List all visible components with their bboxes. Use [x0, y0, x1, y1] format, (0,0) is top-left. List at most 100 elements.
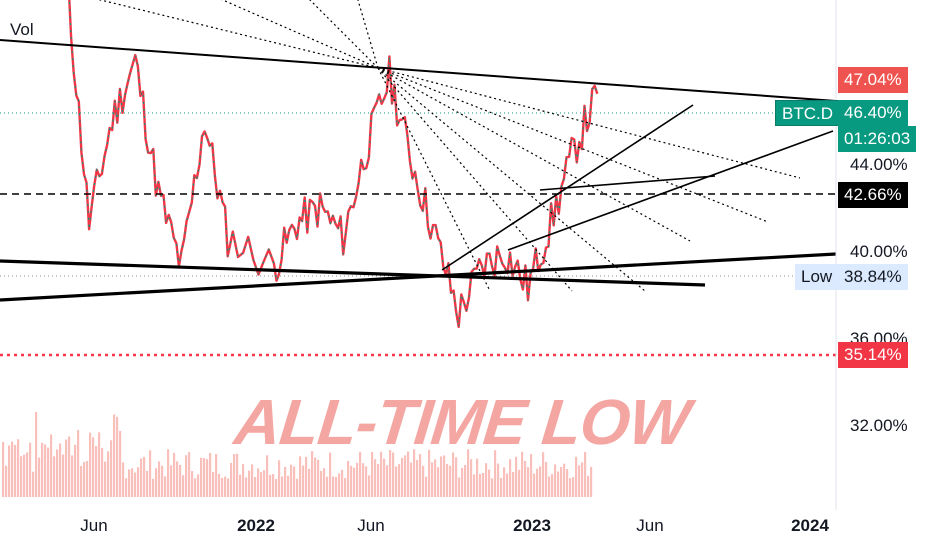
volume-bar — [158, 461, 161, 497]
volume-bar — [287, 475, 290, 497]
volume-bar — [251, 464, 254, 497]
volume-bar — [284, 466, 287, 497]
bar-countdown-badge: 01:26:03 — [838, 126, 917, 152]
volume-bar — [44, 444, 47, 497]
volume-bar — [230, 462, 233, 497]
volume-bar — [197, 474, 200, 497]
volume-bar — [320, 470, 323, 497]
volume-bar — [86, 461, 89, 497]
volume-bar — [446, 463, 449, 497]
x-tick-label: 2022 — [237, 516, 275, 535]
volume-bar — [5, 465, 8, 497]
lower-trendline-ascending — [0, 252, 837, 302]
volume-bar — [194, 478, 197, 497]
volume-bar — [410, 462, 413, 497]
volume-bar — [140, 458, 143, 497]
volume-bar — [353, 467, 356, 497]
volume-bar — [80, 465, 83, 497]
volume-bar — [497, 463, 500, 497]
volume-bar — [569, 478, 572, 497]
fan-line — [377, 67, 573, 292]
volume-bar — [215, 454, 218, 497]
volume-bar — [317, 459, 320, 497]
volume-bar — [308, 468, 311, 497]
volume-bar — [521, 451, 524, 497]
volume-bar — [557, 471, 560, 497]
volume-bar — [167, 449, 170, 497]
fan-line — [98, 0, 379, 69]
volume-bar — [377, 464, 380, 497]
volume-bar — [380, 451, 383, 497]
volume-bar — [578, 465, 581, 497]
volume-bar — [413, 449, 416, 497]
volume-bar — [281, 476, 284, 497]
volume-bar — [398, 464, 401, 497]
volume-bar — [434, 459, 437, 497]
volume-bar — [341, 469, 344, 497]
volume-bar — [242, 464, 245, 497]
volume-bar — [587, 475, 590, 497]
volume-bar — [164, 476, 167, 497]
volume-bar — [554, 464, 557, 497]
channel-line-2 — [507, 130, 834, 251]
volume-bar — [572, 477, 575, 497]
volume-bar — [314, 457, 317, 497]
volume-bar — [203, 458, 206, 497]
volume-bar — [536, 468, 539, 497]
volume-bar — [374, 459, 377, 497]
volume-bar — [104, 461, 107, 497]
volume-bar — [407, 451, 410, 497]
volume-bar — [272, 474, 275, 497]
volume-bar — [512, 472, 515, 497]
volume-bar — [449, 465, 452, 497]
y-tick-label: 32.00% — [850, 416, 908, 435]
volume-bar — [29, 442, 32, 497]
x-tick-label: Jun — [636, 516, 663, 535]
volume-bar — [548, 476, 551, 497]
volume-bar — [155, 468, 158, 497]
volume-bar — [581, 462, 584, 497]
volume-bar — [473, 474, 476, 497]
volume-bar — [131, 468, 134, 497]
volume-bar — [518, 469, 521, 497]
volume-bar — [224, 476, 227, 497]
volume-bar — [212, 472, 215, 497]
fan-line — [309, 0, 379, 69]
volume-bar — [404, 455, 407, 497]
volume-bar — [8, 445, 11, 497]
volume-bar — [182, 475, 185, 497]
volume-bar — [371, 452, 374, 497]
volume-bar — [359, 451, 362, 497]
volume-bar — [392, 452, 395, 497]
volume-bar — [107, 451, 110, 497]
volume-bar — [122, 462, 125, 497]
volume-bar — [428, 449, 431, 497]
fan-line — [377, 67, 491, 292]
volume-bar — [566, 469, 569, 497]
volume-bar — [218, 473, 221, 497]
volume-bar — [200, 457, 203, 497]
volume-bar — [539, 466, 542, 497]
volume-bar — [278, 460, 281, 497]
volume-bar — [323, 468, 326, 497]
volume-bar — [68, 436, 71, 497]
symbol-badge[interactable]: BTC.D — [775, 100, 840, 126]
volume-bar — [509, 459, 512, 497]
volume-bar — [515, 456, 518, 497]
volume-bar — [152, 478, 155, 497]
volume-bar — [179, 464, 182, 497]
volume-bar — [590, 466, 593, 497]
fan-line — [377, 67, 691, 242]
volume-bar — [440, 456, 443, 497]
volume-bar — [293, 466, 296, 497]
volume-bar — [476, 458, 479, 497]
volume-bar — [350, 465, 353, 497]
volume-bar — [365, 466, 368, 497]
volume-bar — [488, 469, 491, 497]
volume-bar — [368, 475, 371, 497]
volume-bar — [59, 443, 62, 497]
volume-bar — [470, 459, 473, 497]
volume-bar — [575, 456, 578, 497]
